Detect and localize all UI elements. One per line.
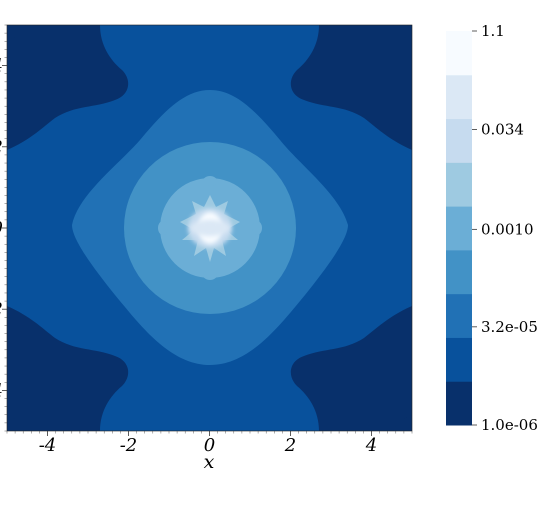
dark-region-top-right-lobe: [393, 25, 412, 40]
contour-field: [7, 25, 412, 431]
y-tick-label: 4: [0, 56, 3, 77]
colorbar-tick-label: 3.2e-05: [481, 318, 538, 336]
colorbar-tick-label: 0.0010: [481, 220, 534, 238]
colorbar-level: [446, 381, 472, 426]
x-tick-label: 0: [204, 435, 215, 456]
colorbar-level: [446, 293, 472, 338]
y-tick-label: -2: [0, 299, 3, 320]
colorbar-tick-label: 0.034: [481, 120, 524, 138]
dark-region-bottom-left-lobe: [7, 416, 26, 431]
colorbar-tick-label: 1.0e-06: [481, 416, 538, 434]
colorbar-level: [446, 249, 472, 295]
colorbar-tick-label: 1.1: [481, 22, 505, 40]
dark-region-top-left: [7, 25, 129, 150]
colorbar: 1.1 0.034 0.0010 3.2e-05 1.0e-06: [446, 22, 538, 434]
colorbar-level: [446, 337, 472, 382]
dark-region-top-right: [290, 25, 412, 150]
colorbar-level: [446, 206, 472, 251]
y-tick-label: 0: [0, 218, 3, 239]
y-tick-label: -4: [0, 380, 3, 401]
x-tick-label: -2: [120, 435, 138, 456]
dark-region-top-left-lobe: [7, 25, 26, 40]
y-axis: 4 2 0 -2 -4: [0, 24, 7, 432]
y-tick-label: 2: [0, 137, 3, 158]
dark-region-bottom-right: [290, 306, 412, 431]
colorbar-level: [446, 118, 472, 163]
core-bright-h: [190, 220, 230, 236]
colorbar-level: [446, 74, 472, 120]
x-tick-label: 2: [284, 435, 296, 456]
colorbar-level: [446, 162, 472, 207]
x-tick-label: -4: [39, 435, 57, 456]
x-tick-label: 4: [365, 435, 377, 456]
dark-region-bottom-left: [7, 306, 129, 431]
x-axis: -4 -2 0 2 4: [6, 431, 413, 456]
colorbar-level: [446, 31, 472, 76]
contour-core: [180, 195, 240, 262]
contour-dark-regions: [7, 25, 412, 431]
x-axis-label: x: [204, 451, 215, 473]
dark-region-bottom-right-lobe: [393, 416, 412, 431]
